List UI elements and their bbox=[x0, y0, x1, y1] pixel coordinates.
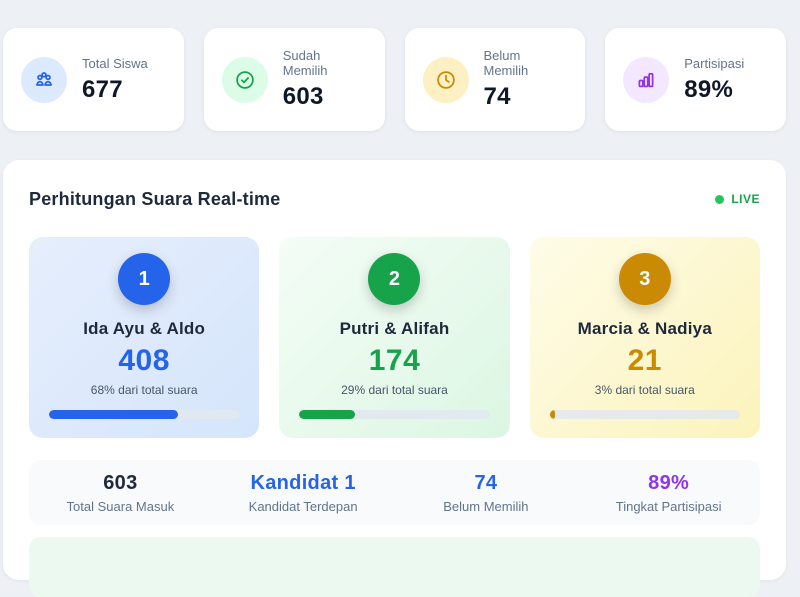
stat-text: Total Siswa 677 bbox=[82, 56, 148, 104]
candidate-card-3: 3 Marcia & Nadiya 21 3% dari total suara bbox=[529, 237, 760, 438]
check-circle-icon bbox=[221, 56, 268, 103]
panel-title: Perhitungan Suara Real-time bbox=[29, 188, 281, 209]
stat-card-belum-memilih: Belum Memilih 74 bbox=[404, 28, 586, 131]
clock-icon bbox=[422, 56, 469, 103]
stat-label: Sudah Memilih bbox=[282, 48, 328, 78]
summary-value: 74 bbox=[474, 472, 498, 494]
vote-progress-fill bbox=[49, 409, 179, 419]
vote-progress-fill bbox=[299, 409, 355, 419]
stat-label: Belum Memilih bbox=[483, 48, 529, 78]
vote-progress-fill bbox=[549, 409, 556, 419]
candidates-row: 1 Ida Ayu & Aldo 408 68% dari total suar… bbox=[29, 237, 760, 438]
summary-label: Total Suara Masuk bbox=[66, 499, 175, 514]
summary-belum-memilih: 74 Belum Memilih bbox=[395, 472, 578, 514]
status-banner-strip bbox=[29, 537, 760, 597]
stat-text: Sudah Memilih 603 bbox=[283, 48, 367, 111]
summary-total-suara: 603 Total Suara Masuk bbox=[29, 472, 212, 514]
summary-value: Kandidat 1 bbox=[250, 472, 356, 494]
vote-progress-track bbox=[299, 409, 490, 419]
candidate-share-text: 29% dari total suara bbox=[341, 382, 448, 397]
panel-header: Perhitungan Suara Real-time LIVE bbox=[29, 186, 760, 212]
vote-progress-track bbox=[49, 409, 240, 419]
stat-value: 89% bbox=[684, 75, 734, 103]
candidate-name: Marcia & Nadiya bbox=[577, 319, 712, 338]
stat-value: 677 bbox=[82, 75, 123, 103]
candidate-share-text: 68% dari total suara bbox=[90, 382, 198, 397]
candidate-name: Ida Ayu & Aldo bbox=[83, 319, 206, 338]
stat-text: Partisipasi 89% bbox=[684, 56, 744, 104]
summary-value: 89% bbox=[648, 472, 690, 494]
candidate-card-1: 1 Ida Ayu & Aldo 408 68% dari total suar… bbox=[29, 237, 260, 438]
candidate-card-2: 2 Putri & Alifah 174 29% dari total suar… bbox=[279, 237, 510, 438]
live-dot-icon bbox=[715, 194, 725, 204]
stat-card-row: Total Siswa 677 Sudah Memilih 603 bbox=[3, 28, 786, 131]
stat-text: Belum Memilih 74 bbox=[484, 48, 568, 111]
candidate-name: Putri & Alifah bbox=[339, 319, 450, 338]
live-badge: LIVE bbox=[715, 192, 760, 206]
rank-badge: 3 bbox=[618, 253, 671, 305]
rank-badge: 1 bbox=[118, 253, 171, 305]
summary-kandidat-terdepan: Kandidat 1 Kandidat Terdepan bbox=[212, 472, 395, 514]
stat-label: Partisipasi bbox=[684, 55, 745, 71]
stat-value: 74 bbox=[483, 83, 511, 110]
rank-badge: 2 bbox=[368, 253, 421, 305]
stat-card-partisipasi: Partisipasi 89% bbox=[605, 28, 786, 131]
summary-panel: 603 Total Suara Masuk Kandidat 1 Kandida… bbox=[29, 460, 760, 525]
summary-value: 603 bbox=[103, 472, 138, 494]
summary-label: Tingkat Partisipasi bbox=[615, 499, 722, 514]
summary-label: Belum Memilih bbox=[443, 499, 529, 514]
stat-label: Total Siswa bbox=[82, 55, 148, 71]
bar-chart-icon bbox=[623, 56, 670, 103]
summary-tingkat-partisipasi: 89% Tingkat Partisipasi bbox=[577, 472, 760, 514]
vote-progress-track bbox=[549, 409, 740, 419]
candidate-vote-count: 174 bbox=[368, 344, 421, 377]
candidate-share-text: 3% dari total suara bbox=[594, 382, 695, 397]
candidate-vote-count: 408 bbox=[118, 344, 170, 377]
candidate-vote-count: 21 bbox=[627, 344, 662, 377]
stat-card-sudah-memilih: Sudah Memilih 603 bbox=[203, 28, 385, 131]
voting-dashboard-page: Total Siswa 677 Sudah Memilih 603 bbox=[3, 28, 786, 597]
vote-count-panel: Perhitungan Suara Real-time LIVE 1 Ida A… bbox=[3, 160, 786, 597]
stat-card-total-siswa: Total Siswa 677 bbox=[3, 28, 184, 131]
live-label: LIVE bbox=[731, 192, 760, 206]
stat-value: 603 bbox=[282, 83, 324, 110]
users-icon bbox=[21, 56, 67, 103]
summary-label: Kandidat Terdepan bbox=[248, 499, 358, 514]
